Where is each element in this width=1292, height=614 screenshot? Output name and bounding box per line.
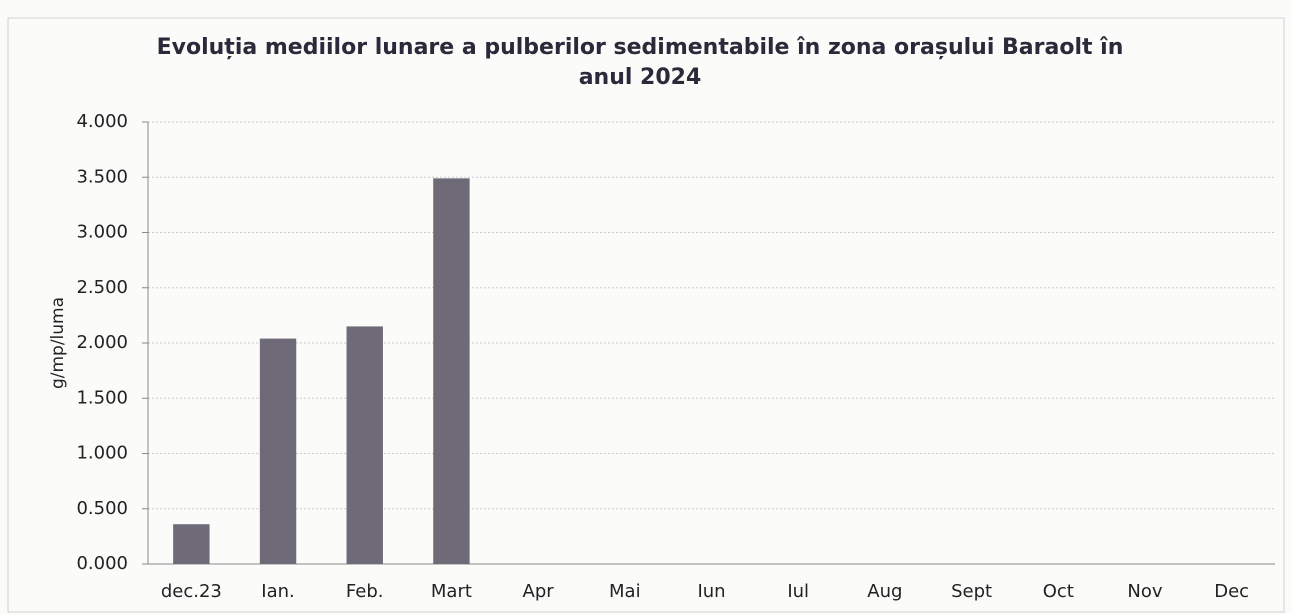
y-tick-label: 0.000 bbox=[76, 553, 128, 574]
x-tick-label: Iul bbox=[787, 581, 809, 602]
x-tick-label: Sept bbox=[951, 581, 992, 602]
y-tick-label: 1.500 bbox=[76, 387, 128, 408]
y-tick-label: 3.500 bbox=[76, 166, 128, 187]
x-tick-label: Iun bbox=[697, 581, 725, 602]
y-tick-label: 2.500 bbox=[76, 277, 128, 298]
bar bbox=[173, 524, 210, 564]
bar bbox=[433, 178, 470, 565]
bar bbox=[259, 338, 297, 564]
x-tick-label: Mart bbox=[431, 581, 472, 602]
chart-frame bbox=[7, 17, 1285, 613]
y-tick-label: 3.000 bbox=[76, 222, 128, 243]
bar bbox=[346, 326, 383, 564]
x-tick-label: Aug bbox=[867, 581, 902, 602]
y-tick-label: 0.500 bbox=[76, 498, 128, 519]
x-tick-label: Feb. bbox=[346, 581, 384, 602]
x-tick-label: Apr bbox=[523, 581, 555, 602]
x-tick-label: Oct bbox=[1043, 581, 1074, 602]
y-axis-label: g/mp/luma bbox=[48, 297, 68, 389]
y-tick-label: 4.000 bbox=[76, 111, 128, 132]
x-tick-label: Ian. bbox=[261, 581, 294, 602]
x-tick-label: Dec bbox=[1214, 581, 1249, 602]
y-tick-label: 2.000 bbox=[76, 332, 128, 353]
x-tick-label: dec.23 bbox=[161, 581, 222, 602]
chart-title: Evoluția mediilor lunare a pulberilor se… bbox=[156, 35, 1124, 90]
x-tick-label: Mai bbox=[609, 581, 641, 602]
y-tick-label: 1.000 bbox=[76, 443, 128, 464]
x-tick-label: Nov bbox=[1127, 581, 1162, 602]
